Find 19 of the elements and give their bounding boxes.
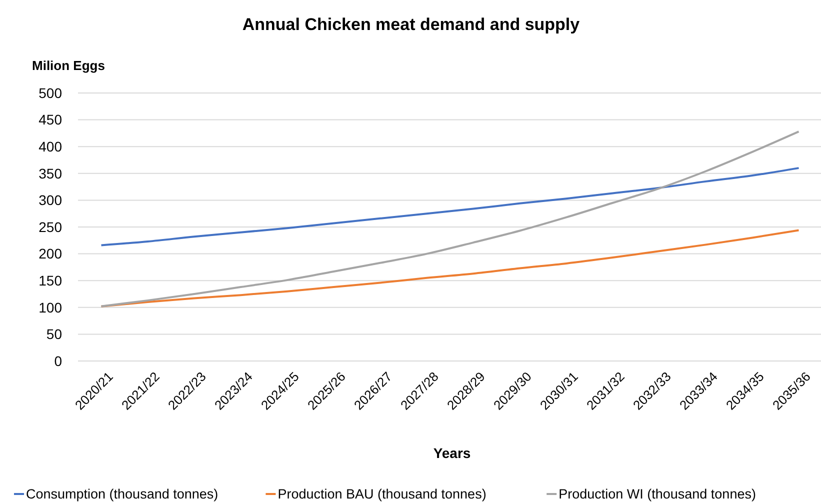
y-axis-title: Milion Eggs	[32, 58, 105, 73]
y-tick-label: 100	[38, 299, 62, 316]
y-tick-label: 500	[38, 84, 62, 101]
y-tick-label: 50	[46, 326, 62, 342]
line-series	[100, 130, 800, 308]
y-tick-label: 300	[38, 192, 62, 208]
y-tick-label: 200	[38, 246, 62, 262]
y-tick-label: 450	[38, 112, 62, 128]
legend-label: Consumption (thousand tonnes)	[26, 486, 218, 502]
chart-title: Annual Chicken meat demand and supply	[242, 15, 580, 34]
y-tick-label: 0	[54, 352, 62, 369]
legend-label: Production BAU (thousand tonnes)	[278, 486, 486, 502]
legend-label: Production WI (thousand tonnes)	[558, 486, 756, 502]
y-tick-label: 400	[38, 138, 62, 154]
y-tick-label: 250	[38, 218, 62, 235]
y-tick-label: 350	[38, 165, 62, 182]
line-series	[100, 167, 800, 246]
y-tick-label: 150	[38, 272, 62, 288]
x-axis-title: Years	[433, 445, 471, 461]
